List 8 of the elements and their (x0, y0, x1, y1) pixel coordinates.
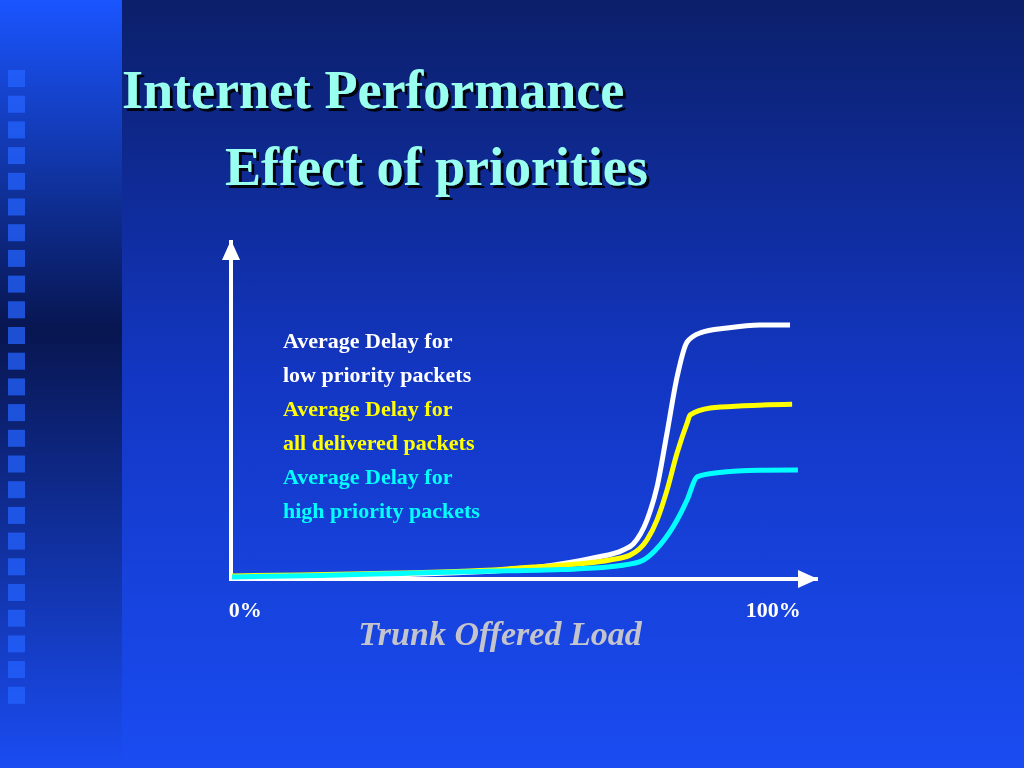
text: Average Delay for all delivered packets (283, 396, 475, 455)
text: Average Delay for high priority packets (283, 464, 481, 523)
x-tick-label: 0% (228, 597, 262, 622)
x-axis-title: Trunk Offered Load (358, 615, 643, 652)
x-tick-label: 100% (745, 597, 801, 622)
text: Average Delay for low priority packets (283, 328, 472, 387)
chart-title: Internet Performance (122, 60, 625, 120)
chart-subtitle: Effect of priorities (225, 137, 648, 197)
